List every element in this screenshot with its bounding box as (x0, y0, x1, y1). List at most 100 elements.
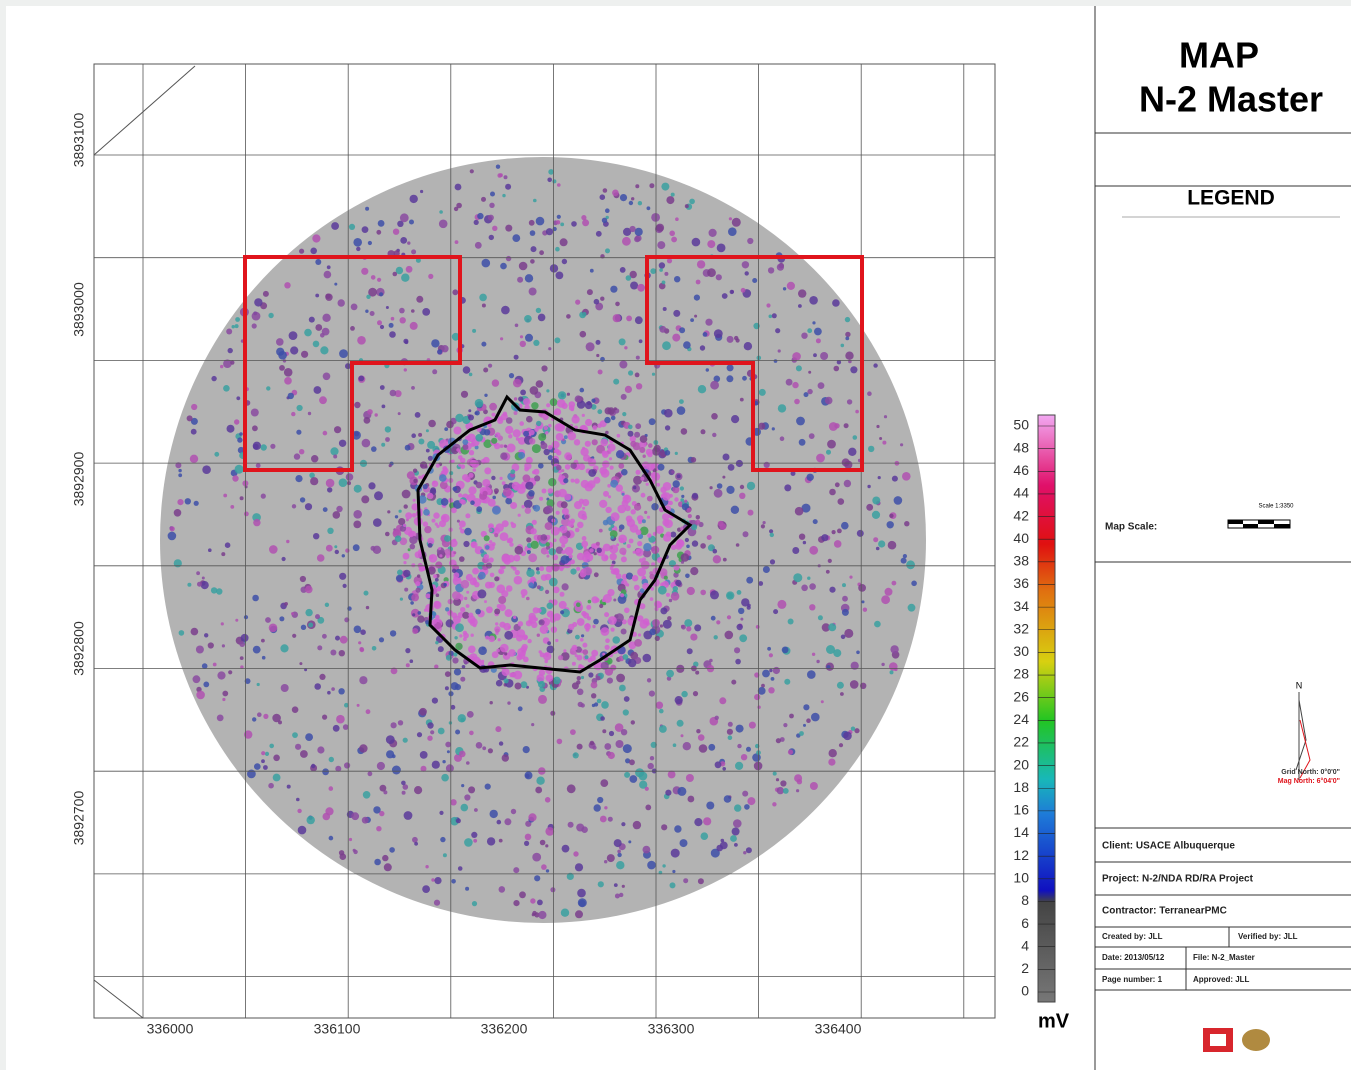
anomaly-dot (564, 435, 568, 439)
anomaly-dot (530, 386, 539, 395)
anomaly-dot (435, 561, 442, 568)
anomaly-dot (221, 622, 224, 625)
anomaly-dot (635, 373, 640, 378)
anomaly-dot (623, 495, 632, 504)
anomaly-dot (541, 534, 548, 541)
anomaly-dot (758, 581, 763, 586)
anomaly-dot (261, 751, 265, 755)
anomaly-dot (621, 629, 627, 635)
anomaly-dot (345, 548, 349, 552)
anomaly-dot (193, 675, 201, 683)
anomaly-dot (698, 878, 704, 884)
anomaly-dot (706, 802, 714, 810)
anomaly-dot (428, 420, 436, 428)
anomaly-dot (319, 396, 327, 404)
anomaly-dot (339, 349, 348, 358)
anomaly-dot (411, 249, 416, 254)
anomaly-dot (890, 670, 894, 674)
anomaly-dot (749, 722, 756, 729)
anomaly-dot (470, 500, 475, 505)
anomaly-dot (539, 566, 544, 571)
anomaly-dot (464, 838, 473, 847)
anomaly-dot (714, 635, 718, 639)
anomaly-dot (677, 720, 684, 727)
anomaly-dot (611, 416, 616, 421)
anomaly-dot (639, 558, 643, 562)
anomaly-dot (573, 752, 579, 758)
anomaly-dot (563, 478, 568, 483)
anomaly-dot (482, 746, 486, 750)
anomaly-dot (902, 472, 911, 481)
anomaly-dot (594, 552, 597, 555)
anomaly-dot (769, 315, 773, 319)
anomaly-dot (618, 463, 624, 469)
anomaly-dot (452, 289, 458, 295)
anomaly-dot (744, 342, 752, 350)
anomaly-dot (435, 641, 438, 644)
anomaly-dot (315, 294, 319, 298)
anomaly-dot (486, 606, 493, 613)
anomaly-dot (828, 623, 836, 631)
anomaly-dot (684, 500, 687, 503)
anomaly-dot (357, 336, 366, 345)
anomaly-dot (686, 545, 690, 549)
anomaly-dot (559, 567, 563, 571)
anomaly-dot (428, 274, 433, 279)
anomaly-dot (185, 498, 191, 504)
anomaly-dot (596, 340, 601, 345)
anomaly-dot (478, 646, 487, 655)
anomaly-dot (630, 441, 636, 447)
anomaly-dot (484, 554, 490, 560)
anomaly-dot (325, 294, 332, 301)
anomaly-dot (540, 442, 547, 449)
anomaly-dot (380, 325, 384, 329)
anomaly-dot (572, 682, 579, 689)
anomaly-dot (286, 540, 289, 543)
anomaly-dot (289, 331, 298, 340)
anomaly-dot (284, 377, 292, 385)
anomaly-dot (362, 817, 369, 824)
anomaly-dot (605, 645, 610, 650)
anomaly-dot (807, 577, 810, 580)
anomaly-dot (776, 778, 779, 781)
anomaly-dot (647, 516, 650, 519)
anomaly-dot (728, 227, 737, 236)
anomaly-dot (733, 819, 742, 828)
anomaly-dot (314, 683, 321, 690)
anomaly-dot (225, 542, 231, 548)
anomaly-dot (608, 752, 615, 759)
anomaly-dot (533, 579, 536, 582)
anomaly-dot (714, 489, 723, 498)
anomaly-dot (329, 757, 334, 762)
anomaly-dot (284, 282, 290, 288)
anomaly-dot (848, 448, 856, 456)
anomaly-dot (305, 503, 312, 510)
anomaly-dot (577, 744, 583, 750)
anomaly-dot (665, 425, 670, 430)
anomaly-dot (724, 795, 732, 803)
anomaly-dot (333, 725, 340, 732)
anomaly-dot (466, 591, 469, 594)
anomaly-dot (299, 662, 302, 665)
anomaly-dot (470, 578, 478, 586)
anomaly-dot (327, 265, 331, 269)
anomaly-dot (713, 555, 721, 563)
anomaly-dot (305, 586, 313, 594)
anomaly-dot (417, 574, 420, 577)
anomaly-dot (612, 190, 619, 197)
anomaly-dot (322, 634, 327, 639)
anomaly-dot (400, 317, 406, 323)
anomaly-dot (662, 281, 666, 285)
anomaly-dot (863, 608, 867, 612)
anomaly-dot (660, 487, 666, 493)
anomaly-dot (490, 192, 495, 197)
anomaly-dot (892, 476, 898, 482)
anomaly-dot (235, 317, 240, 322)
anomaly-dot (455, 643, 462, 650)
anomaly-dot (468, 415, 474, 421)
anomaly-dot (592, 746, 596, 750)
anomaly-dot (841, 522, 849, 530)
anomaly-dot (294, 453, 300, 459)
anomaly-dot (323, 373, 331, 381)
anomaly-dot (436, 525, 439, 528)
